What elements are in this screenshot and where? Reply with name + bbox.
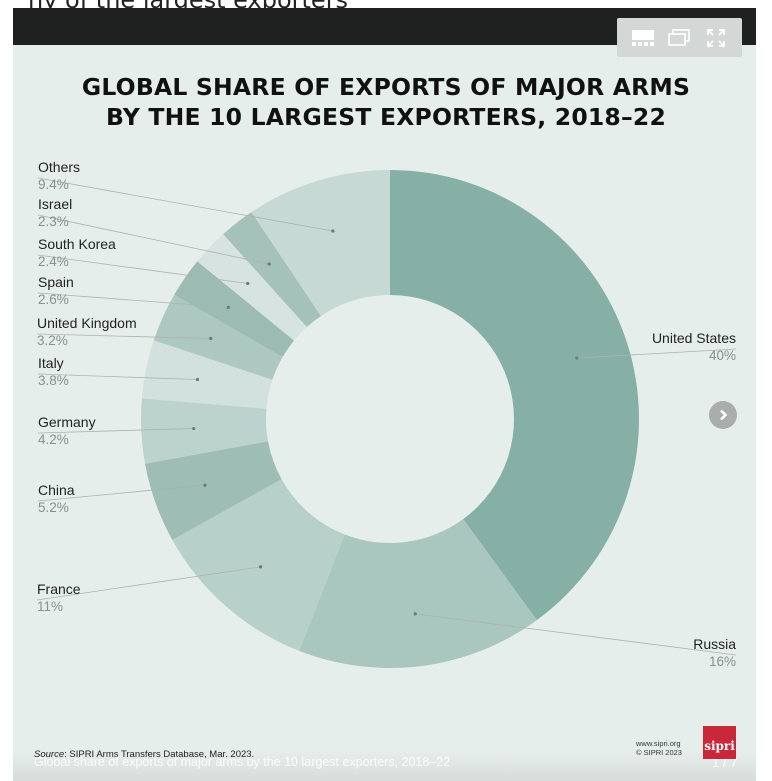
slice-france[interactable]: [172, 479, 345, 651]
value-others: 9.4%: [38, 177, 69, 192]
next-slide-button[interactable]: [709, 401, 737, 429]
windowed-icon[interactable]: [666, 25, 692, 51]
anchor-dot-germany: [192, 426, 196, 431]
leader-russia: [415, 613, 737, 656]
label-italy: Italy: [38, 355, 64, 371]
slice-russia[interactable]: [299, 519, 537, 668]
label-germany: Germany: [38, 414, 96, 430]
source-note: Source: SIPRI Arms Transfers Database, M…: [34, 749, 255, 760]
page-header-fragment: ny of the largest exporters: [28, 0, 348, 8]
value-russia: 16%: [709, 654, 736, 669]
value-china: 5.2%: [38, 500, 69, 515]
leader-france: [36, 566, 261, 601]
anchor-dot-israel: [267, 262, 271, 266]
value-united-kingdom: 3.2%: [37, 333, 68, 348]
fullscreen-icon[interactable]: [703, 25, 729, 51]
slice-united-states[interactable]: [390, 170, 639, 621]
slice-others[interactable]: [251, 170, 390, 316]
label-united-states: United States: [652, 330, 736, 346]
leader-israel: [37, 214, 270, 265]
label-united-kingdom: United Kingdom: [37, 315, 137, 331]
value-spain: 2.6%: [38, 292, 69, 307]
slice-south-korea[interactable]: [197, 234, 307, 341]
label-russia: Russia: [693, 636, 736, 652]
sipri-copyright: © SIPRI 2023: [636, 748, 682, 757]
viewer-toolbar: [617, 18, 742, 57]
slice-germany[interactable]: [141, 398, 269, 464]
slice-china[interactable]: [145, 441, 282, 540]
leader-united-kingdom: [36, 333, 211, 339]
label-spain: Spain: [38, 274, 74, 290]
leader-south-korea: [37, 254, 248, 284]
sipri-credit: www.sipri.org © SIPRI 2023: [636, 739, 682, 757]
leader-china: [37, 484, 206, 502]
sipri-url[interactable]: www.sipri.org: [636, 739, 681, 748]
anchor-dot-russia: [413, 612, 417, 616]
anchor-dot-united-states: [575, 356, 579, 360]
leader-spain: [37, 292, 229, 308]
value-germany: 4.2%: [38, 432, 69, 447]
anchor-dot-france: [259, 565, 263, 569]
value-israel: 2.3%: [38, 214, 69, 229]
value-italy: 3.8%: [38, 373, 69, 388]
chevron-right-icon: [720, 409, 728, 421]
leader-italy: [37, 373, 198, 380]
label-israel: Israel: [38, 196, 72, 212]
value-south-korea: 2.4%: [38, 254, 69, 269]
anchor-dot-south-korea: [246, 281, 250, 286]
leader-germany: [37, 428, 194, 434]
chart-title-line-1: GLOBAL SHARE OF EXPORTS OF MAJOR ARMS: [81, 73, 691, 101]
anchor-dot-italy: [195, 377, 200, 382]
slice-spain[interactable]: [174, 261, 295, 358]
label-others: Others: [38, 159, 80, 175]
anchor-dot-spain: [226, 305, 230, 309]
leader-united-states: [576, 348, 737, 359]
label-south-korea: South Korea: [38, 236, 116, 252]
value-united-states: 40%: [709, 348, 736, 363]
chart-title: GLOBAL SHARE OF EXPORTS OF MAJOR ARMS BY…: [0, 72, 772, 132]
slice-united-kingdom[interactable]: [153, 294, 283, 380]
slide-caption: Global share of exports of major arms by…: [34, 755, 451, 769]
slice-israel[interactable]: [223, 212, 322, 327]
label-china: China: [38, 482, 75, 498]
label-france: France: [37, 581, 81, 597]
leader-others: [37, 177, 333, 232]
grid-view-icon[interactable]: [630, 25, 656, 51]
sipri-logo: sipri: [703, 726, 736, 759]
slice-italy[interactable]: [141, 340, 273, 409]
anchor-dot-united-kingdom: [209, 336, 213, 341]
value-france: 11%: [37, 599, 63, 614]
anchor-dot-others: [331, 229, 335, 233]
chart-title-line-2: BY THE 10 LARGEST EXPORTERS, 2018–22: [105, 103, 667, 131]
caption-bar: [13, 751, 756, 781]
anchor-dot-china: [203, 483, 207, 487]
